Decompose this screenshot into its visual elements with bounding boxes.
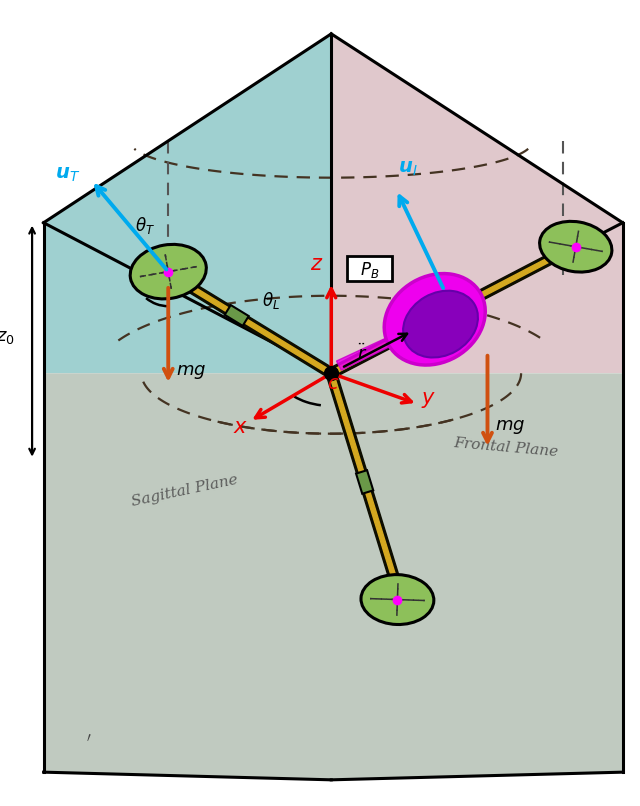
Text: $mg$: $mg$ [176,364,206,381]
Polygon shape [326,372,401,584]
Polygon shape [447,297,472,317]
Ellipse shape [403,291,478,358]
Text: $\theta_L$: $\theta_L$ [262,290,280,311]
Polygon shape [329,240,580,378]
Text: $mg$: $mg$ [495,418,525,435]
Polygon shape [225,305,249,326]
Text: $'$: $'$ [86,732,92,751]
Polygon shape [44,373,623,780]
Ellipse shape [384,273,485,365]
Ellipse shape [540,222,612,272]
Text: Frontal Plane: Frontal Plane [453,435,559,459]
Text: $z$: $z$ [310,255,324,274]
Polygon shape [332,34,623,373]
Ellipse shape [130,244,206,299]
Text: $z_0$: $z_0$ [0,328,15,346]
Polygon shape [329,372,397,583]
Polygon shape [44,34,332,373]
Text: $P_B$: $P_B$ [360,260,379,280]
Text: Sagittal Plane: Sagittal Plane [130,472,239,509]
Polygon shape [337,323,418,370]
Text: $\boldsymbol{u}_I$: $\boldsymbol{u}_I$ [398,160,418,178]
Polygon shape [166,269,334,378]
Text: $\ddot{r}$: $\ddot{r}$ [357,344,367,364]
Polygon shape [356,470,373,494]
Text: $c$: $c$ [328,375,340,393]
Ellipse shape [361,575,434,625]
Polygon shape [330,243,579,376]
Text: $y$: $y$ [421,390,436,410]
Text: $\theta_T$: $\theta_T$ [134,215,155,236]
Text: $x$: $x$ [234,418,248,437]
Text: $\boldsymbol{u}_T$: $\boldsymbol{u}_T$ [55,165,81,184]
Polygon shape [167,272,332,375]
FancyBboxPatch shape [348,256,392,281]
